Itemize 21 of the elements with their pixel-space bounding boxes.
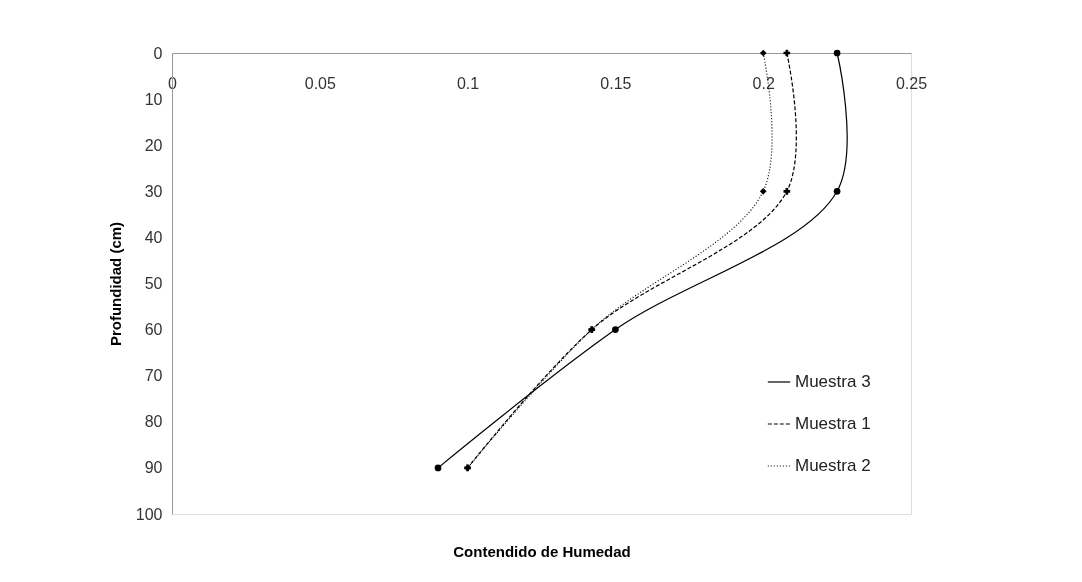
- legend-label: Muestra 2: [795, 456, 871, 475]
- legend-label: Muestra 1: [795, 414, 871, 433]
- x-tick-label: 0.1: [456, 74, 480, 92]
- y-tick-label: 80: [144, 413, 163, 431]
- y-axis-title: Profundidad (cm): [106, 221, 124, 347]
- x-tick-label: 0.25: [895, 74, 928, 92]
- y-tick-label: 60: [144, 321, 163, 339]
- x-tick-label: 0.05: [304, 74, 336, 92]
- y-tick-label: 90: [144, 459, 163, 477]
- y-tick-label: 100: [135, 505, 163, 523]
- legend-label: Muestra 3: [795, 372, 871, 391]
- x-axis-title: Contendido de Humedad: [453, 542, 631, 560]
- y-tick-label: 0: [153, 44, 163, 62]
- y-tick-label: 70: [144, 367, 163, 385]
- y-tick-label: 10: [144, 90, 163, 108]
- x-tick-label: 0.15: [600, 74, 632, 92]
- y-tick-label: 40: [144, 228, 163, 246]
- y-tick-label: 50: [144, 275, 163, 292]
- y-tick-label: 30: [144, 182, 163, 200]
- x-tick-label: 0.2: [752, 74, 775, 92]
- y-tick-label: 20: [144, 136, 163, 154]
